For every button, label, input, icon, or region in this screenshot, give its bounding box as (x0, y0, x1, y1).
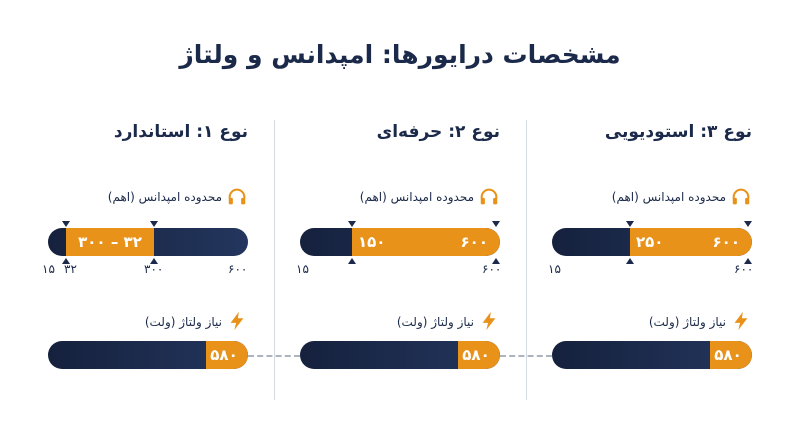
column-type-1: نوع ۱: استاندارد محدوده امپدانس (اهم) ۳۰… (42, 0, 298, 447)
column-type-3: نوع ۳: استودیویی محدوده امپدانس (اهم) ۲۵… (548, 0, 800, 447)
range-marker-high (150, 221, 158, 227)
tick-high: ۳۰۰ (144, 262, 164, 276)
impedance-label: محدوده امپدانس (اهم) (611, 190, 726, 204)
impedance-label: محدوده امپدانس (اهم) (359, 190, 474, 204)
tick-scale-max: ۶۰۰ (482, 262, 502, 276)
voltage-fill (710, 341, 752, 369)
impedance-range-fill (66, 228, 154, 256)
tick-scale-max: ۶۰۰ (228, 262, 248, 276)
headphones-icon (480, 188, 498, 205)
impedance-range-fill (630, 228, 752, 256)
lightning-bolt-icon (482, 311, 496, 331)
lightning-bolt-icon (734, 311, 748, 331)
column-title: نوع ۱: استاندارد (113, 122, 248, 142)
impedance-max-text: ۶۰۰ (712, 233, 740, 251)
voltage-fill (458, 341, 500, 369)
range-marker-high (492, 258, 500, 264)
voltage-fill (206, 341, 248, 369)
connector-line (248, 355, 300, 357)
voltage-bar: ۵۸۰ (48, 341, 248, 369)
voltage-bar: ۵۸۰ (300, 341, 500, 369)
impedance-range-fill (352, 228, 500, 256)
column-title: نوع ۲: حرفه‌ای (376, 122, 500, 142)
voltage-value: ۵۸۰ (210, 346, 238, 364)
range-marker-low (348, 258, 356, 264)
page-title: مشخصات درایورها: امپدانس و ولتاژ (179, 40, 621, 69)
range-marker-low (626, 221, 634, 227)
tick-low: ۳۲ (64, 262, 77, 276)
range-marker-low (348, 221, 356, 227)
range-marker-low (62, 221, 70, 227)
column-title: نوع ۳: استودیویی (604, 122, 752, 142)
impedance-label: محدوده امپدانس (اهم) (107, 190, 222, 204)
column-type-2: نوع ۲: حرفه‌ای محدوده امپدانس (اهم) ۱۵۰ … (296, 0, 550, 447)
voltage-label: نیاز ولتاژ (ولت) (144, 315, 222, 329)
headphones-icon (732, 188, 750, 205)
headphones-icon (228, 188, 246, 205)
tick-scale-min: ۱۵ (42, 262, 55, 276)
range-marker-low (626, 258, 634, 264)
range-marker-high (150, 258, 158, 264)
range-marker-low (62, 258, 70, 264)
impedance-range-bar: ۱۵۰ ۶۰۰ (300, 228, 500, 256)
voltage-value: ۵۸۰ (462, 346, 490, 364)
range-marker-high (744, 258, 752, 264)
tick-scale-min: ۱۵ (548, 262, 561, 276)
impedance-range-text: ۳۰۰ – ۳۲ (78, 233, 142, 251)
voltage-label: نیاز ولتاژ (ولت) (648, 315, 726, 329)
connector-line (500, 355, 552, 357)
voltage-bar: ۵۸۰ (552, 341, 752, 369)
column-divider (274, 120, 275, 400)
voltage-value: ۵۸۰ (714, 346, 742, 364)
lightning-bolt-icon (230, 311, 244, 331)
impedance-range-bar: ۳۰۰ – ۳۲ (48, 228, 248, 256)
impedance-min-text: ۲۵۰ (636, 233, 664, 251)
impedance-range-bar: ۲۵۰ ۶۰۰ (552, 228, 752, 256)
impedance-min-text: ۱۵۰ (358, 233, 386, 251)
range-marker-high (492, 221, 500, 227)
column-divider (526, 120, 527, 400)
tick-scale-max: ۶۰۰ (734, 262, 754, 276)
voltage-label: نیاز ولتاژ (ولت) (396, 315, 474, 329)
tick-scale-min: ۱۵ (296, 262, 309, 276)
range-marker-high (744, 221, 752, 227)
impedance-max-text: ۶۰۰ (460, 233, 488, 251)
